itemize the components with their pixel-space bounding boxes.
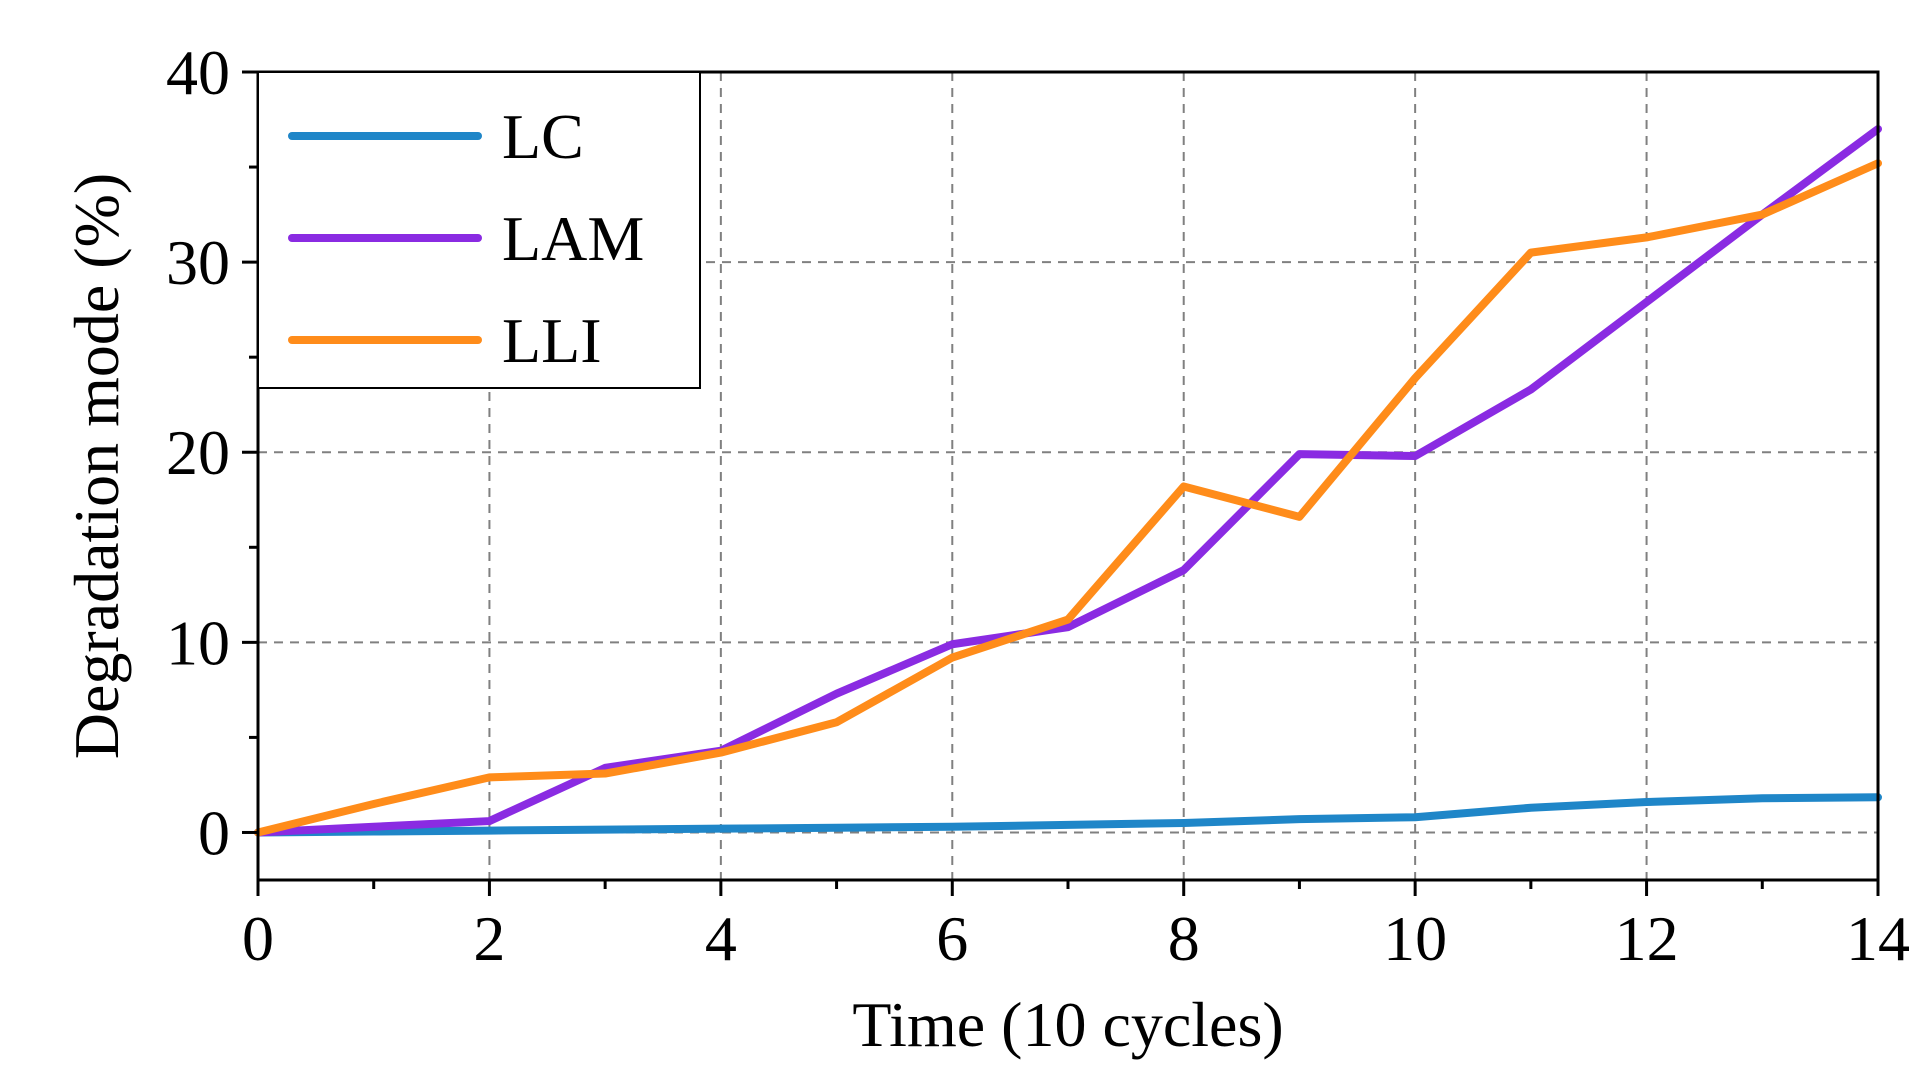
legend-label-lli: LLI bbox=[502, 305, 602, 376]
x-tick-label-8: 8 bbox=[1168, 903, 1200, 974]
x-tick-label-12: 12 bbox=[1615, 903, 1679, 974]
x-tick-label-2: 2 bbox=[473, 903, 505, 974]
y-tick-label-30: 30 bbox=[166, 227, 230, 298]
legend-label-lc: LC bbox=[502, 101, 584, 172]
series-lines bbox=[254, 125, 1882, 837]
y-tick-label-40: 40 bbox=[166, 37, 230, 108]
legend-label-lam: LAM bbox=[502, 203, 644, 274]
series-line-lli bbox=[254, 159, 1882, 837]
tick-labels: 0 2 4 6 8 10 12 14 0 10 20 30 40 bbox=[166, 37, 1910, 974]
y-tick-label-10: 10 bbox=[166, 607, 230, 678]
y-tick-label-0: 0 bbox=[198, 797, 230, 868]
y-axis-title: Degradation mode (%) bbox=[61, 173, 132, 759]
legend: LC LAM LLI bbox=[257, 71, 701, 389]
x-tick-label-10: 10 bbox=[1383, 903, 1447, 974]
series-line-lc bbox=[254, 793, 1882, 837]
x-axis-title: Time (10 cycles) bbox=[852, 989, 1283, 1060]
y-tick-label-20: 20 bbox=[166, 417, 230, 488]
x-tick-label-0: 0 bbox=[242, 903, 274, 974]
axes bbox=[242, 70, 1880, 896]
series-line-lam bbox=[254, 125, 1882, 837]
x-tick-label-6: 6 bbox=[936, 903, 968, 974]
x-tick-label-4: 4 bbox=[705, 903, 737, 974]
grid-lines bbox=[258, 72, 1878, 880]
legend-box bbox=[257, 71, 701, 389]
x-tick-label-14: 14 bbox=[1846, 903, 1910, 974]
